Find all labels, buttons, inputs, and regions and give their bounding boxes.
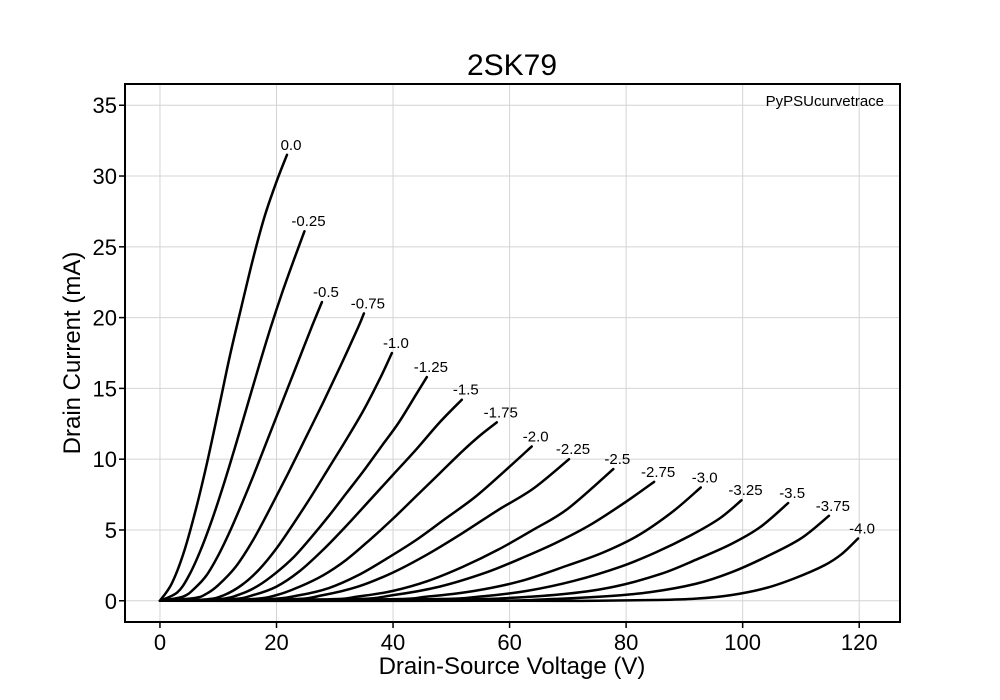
axis-ticks: 0 20 40 60 80 100 120 0 5 10 15 20 25 30 35 — [93, 93, 878, 655]
y-tick-label: 30 — [93, 164, 117, 189]
curve-label: -2.5 — [604, 451, 630, 468]
curve-vgs-0.0 — [158, 153, 289, 603]
curve-label: -4.0 — [849, 520, 875, 537]
curve-label: -0.25 — [291, 213, 325, 230]
curve-label: -2.0 — [523, 428, 549, 445]
chart-title: 2SK79 — [467, 49, 557, 82]
y-tick-label: 0 — [105, 589, 117, 614]
y-axis-label: Drain Current (mA) — [59, 252, 86, 455]
curve-labels: 0.0-0.25-0.5-0.75-1.0-1.25-1.5-1.75-2.0-… — [281, 137, 875, 538]
curve-label: -3.0 — [692, 470, 718, 487]
y-tick-label: 20 — [93, 306, 117, 331]
curve-vgs--2.0 — [158, 445, 533, 603]
x-tick-label: 0 — [154, 630, 166, 655]
curve-vgs--1.75 — [158, 421, 499, 603]
curve-vgs--0.75 — [158, 312, 366, 603]
curve-vgs--0.25 — [158, 229, 306, 603]
curve-label: -0.5 — [313, 284, 339, 301]
x-tick-label: 120 — [841, 630, 878, 655]
y-tick-label: 5 — [105, 518, 117, 543]
curve-label: -3.75 — [816, 498, 850, 515]
watermark-annotation: PyPSUcurvetrace — [766, 93, 884, 110]
curve-label: -1.25 — [414, 359, 448, 376]
curve-label: -1.75 — [484, 404, 518, 421]
curve-label: -1.5 — [453, 382, 479, 399]
y-tick-label: 35 — [93, 93, 117, 118]
x-tick-label: 20 — [264, 630, 288, 655]
curve-vgs--1.5 — [158, 398, 464, 603]
plot-frame — [124, 83, 901, 623]
curve-label: -2.25 — [556, 441, 590, 458]
curve-vgs--3.5 — [158, 501, 790, 603]
curve-vgs--1.0 — [158, 351, 394, 603]
x-tick-label: 40 — [381, 630, 405, 655]
curve-vgs--1.25 — [158, 375, 429, 603]
curve-label: -2.75 — [641, 464, 675, 481]
grid — [125, 84, 900, 622]
curve-vgs--4.0 — [158, 537, 860, 603]
x-tick-label: 80 — [614, 630, 638, 655]
curve-vgs--0.5 — [158, 300, 324, 603]
x-axis-label: Drain-Source Voltage (V) — [379, 653, 646, 680]
y-tick-label: 15 — [93, 376, 117, 401]
y-tick-label: 10 — [93, 447, 117, 472]
curve-label: -0.75 — [351, 295, 385, 312]
curves — [158, 153, 860, 603]
curve-label: 0.0 — [281, 137, 302, 154]
curve-label: -3.25 — [728, 482, 762, 499]
x-tick-label: 60 — [497, 630, 521, 655]
curve-label: -3.5 — [779, 485, 805, 502]
curve-label: -1.0 — [383, 335, 409, 352]
y-tick-label: 25 — [93, 235, 117, 260]
x-tick-label: 100 — [724, 630, 761, 655]
